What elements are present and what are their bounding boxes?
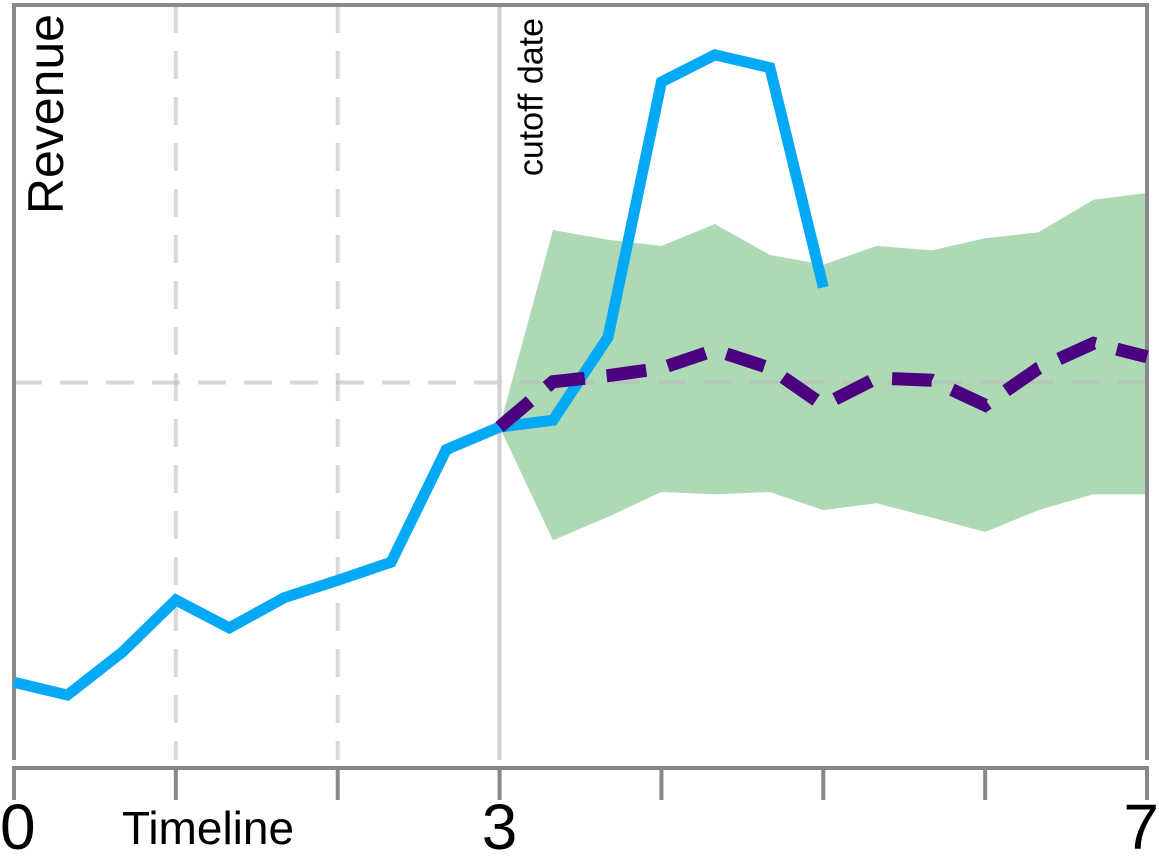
x-tick-label: 0 xyxy=(0,791,36,863)
x-axis-label: Timeline xyxy=(122,802,294,854)
cutoff-annotation: cutoff date xyxy=(513,18,551,176)
x-tick-label: 7 xyxy=(1123,791,1159,863)
plot-frame xyxy=(12,3,1149,760)
y-axis-label: Revenue xyxy=(18,14,74,214)
forecast-band xyxy=(499,192,1148,541)
x-tick-label: 3 xyxy=(482,791,518,863)
series-line xyxy=(12,49,829,702)
series-line xyxy=(495,336,1149,433)
